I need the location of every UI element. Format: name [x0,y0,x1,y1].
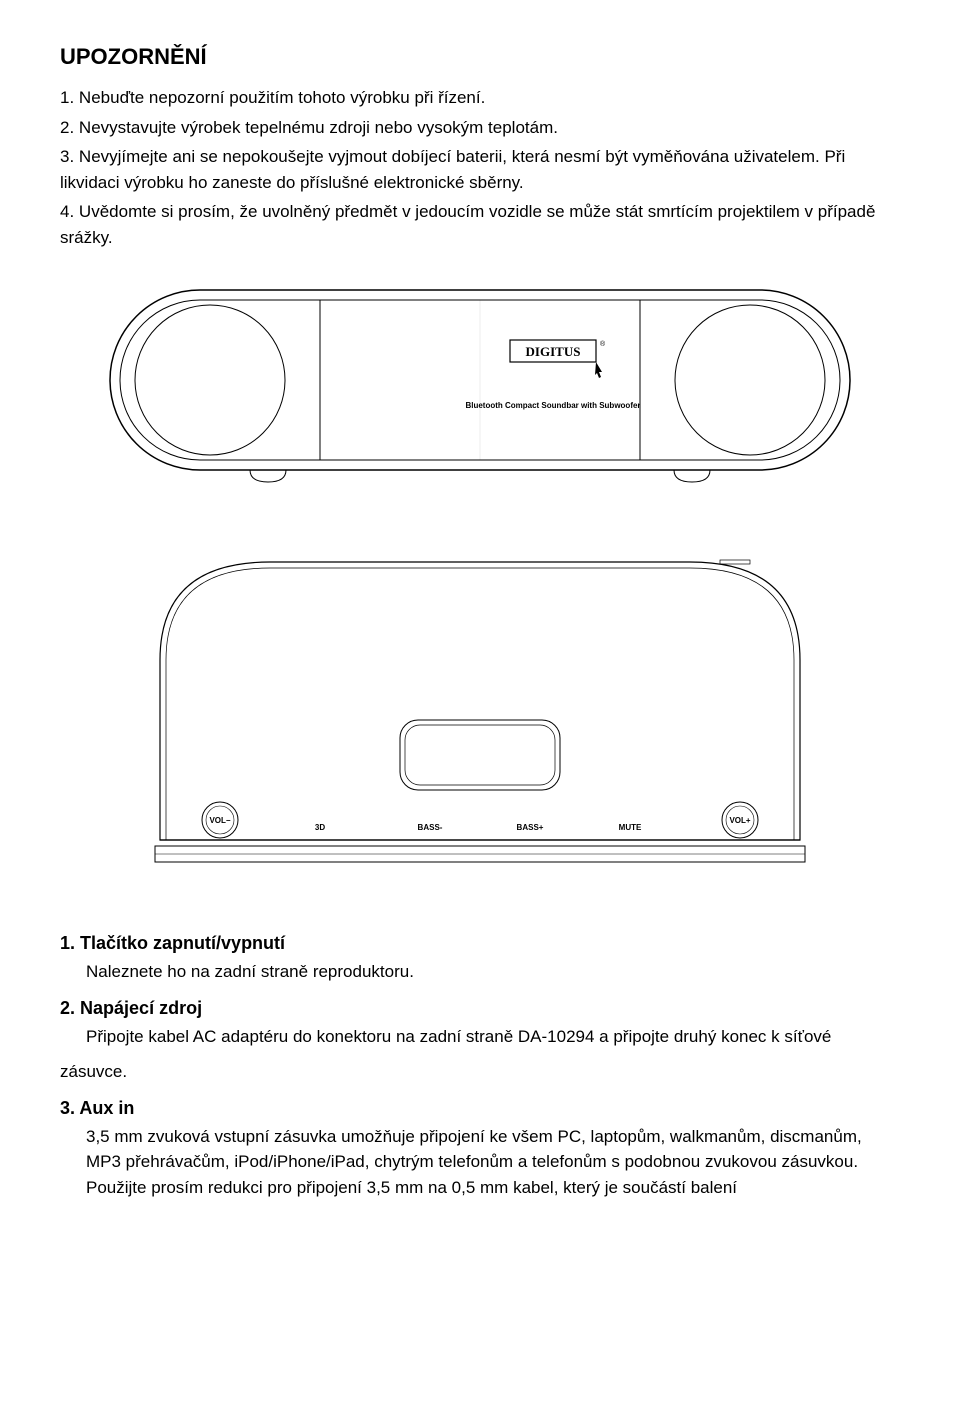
vol-plus-label: VOL+ [729,816,750,825]
warning-text: Nevyjímejte ani se nepokoušejte vyjmout … [60,147,845,192]
control-title: Aux in [79,1098,134,1118]
brand-label: DIGITUS [526,344,581,359]
control-item-1: 1. Tlačítko zapnutí/vypnutí Naleznete ho… [60,930,900,985]
subtitle-label: Bluetooth Compact Soundbar with Subwoofe… [465,401,640,410]
figures-container: DIGITUS ® Bluetooth Compact Soundbar wit… [60,280,900,880]
control-title: Tlačítko zapnutí/vypnutí [80,933,285,953]
control-body: Připojte kabel AC adaptéru do konektoru … [86,1024,900,1050]
diagram-top-view: VOL− VOL+ 3D BASS- BASS+ MUTE [100,540,860,880]
control-num: 1. [60,933,75,953]
warning-num: 4. [60,202,74,221]
page-title: UPOZORNĚNÍ [60,40,900,73]
controls-section: 1. Tlačítko zapnutí/vypnutí Naleznete ho… [60,930,900,1200]
bass-minus-label: BASS- [418,823,443,832]
svg-text:®: ® [600,340,606,348]
control-item-3: 3. Aux in 3,5 mm zvuková vstupní zásuvka… [60,1095,900,1201]
warning-item-3: 3. Nevyjímejte ani se nepokoušejte vyjmo… [60,144,900,195]
diagram-front-view: DIGITUS ® Bluetooth Compact Soundbar wit… [100,280,860,500]
control-head: 1. Tlačítko zapnutí/vypnutí [60,930,900,957]
control-item-2: 2. Napájecí zdroj Připojte kabel AC adap… [60,995,900,1085]
control-title: Napájecí zdroj [80,998,202,1018]
vol-minus-label: VOL− [209,816,230,825]
warning-text: Nevystavujte výrobek tepelnému zdroji ne… [79,118,558,137]
warning-item-2: 2. Nevystavujte výrobek tepelnému zdroji… [60,115,900,141]
control-num: 3. [60,1098,75,1118]
warning-item-1: 1. Nebuďte nepozorní použitím tohoto výr… [60,85,900,111]
warning-list: 1. Nebuďte nepozorní použitím tohoto výr… [60,85,900,250]
control-head: 2. Napájecí zdroj [60,995,900,1022]
warning-item-4: 4. Uvědomte si prosím, že uvolněný předm… [60,199,900,250]
control-head: 3. Aux in [60,1095,900,1122]
bass-plus-label: BASS+ [517,823,544,832]
warning-num: 3. [60,147,74,166]
warning-text: Uvědomte si prosím, že uvolněný předmět … [60,202,875,247]
control-body-flush: zásuvce. [60,1059,900,1085]
warning-num: 1. [60,88,74,107]
3d-label: 3D [315,823,325,832]
warning-text: Nebuďte nepozorní použitím tohoto výrobk… [79,88,485,107]
mute-label: MUTE [619,823,642,832]
warning-num: 2. [60,118,74,137]
control-num: 2. [60,998,75,1018]
control-body: Naleznete ho na zadní straně reproduktor… [86,959,900,985]
control-body: 3,5 mm zvuková vstupní zásuvka umožňuje … [86,1124,900,1201]
